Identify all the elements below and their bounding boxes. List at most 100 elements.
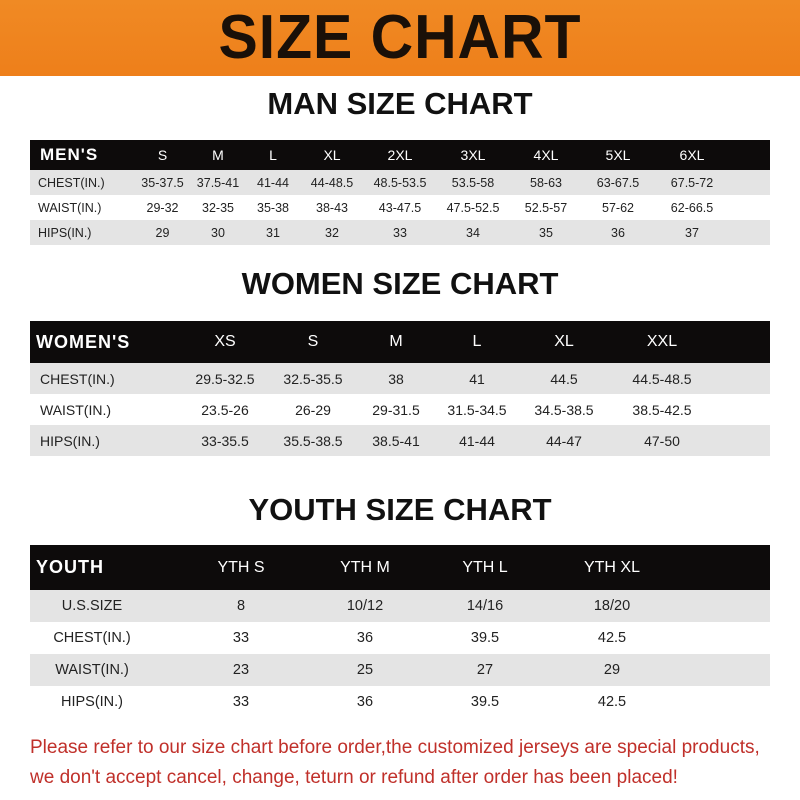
size-header-cell: XXL bbox=[646, 333, 678, 350]
table-cell: 32 bbox=[325, 225, 339, 240]
table-cell: 39.5 bbox=[470, 694, 500, 710]
size-header-cell: L bbox=[472, 333, 482, 350]
size-header-cell: M bbox=[212, 147, 224, 163]
table-row: U.S.SIZE 8 10/12 14/16 18/20 bbox=[30, 590, 770, 622]
table-cell: 30 bbox=[211, 225, 225, 240]
table-row: HIPS(IN.) 33-35.5 35.5-38.5 38.5-41 41-44 44-… bbox=[30, 425, 770, 456]
size-header-cell: XL bbox=[323, 147, 341, 163]
size-header-cell: M bbox=[389, 333, 403, 350]
table-row: HIPS(IN.) 33 36 39.5 42.5 bbox=[30, 686, 770, 718]
table-cell: 35.5-38.5 bbox=[283, 432, 343, 449]
table-cell: 57-62 bbox=[602, 200, 634, 215]
table-cell: 41-44 bbox=[459, 432, 495, 449]
table-cell: 25 bbox=[356, 662, 374, 678]
table-cell: 31 bbox=[266, 225, 280, 240]
table-cell: 29 bbox=[155, 225, 170, 240]
table-cell: 10/12 bbox=[346, 598, 384, 614]
table-cell: 38.5-42.5 bbox=[632, 401, 692, 418]
table-cell: 8 bbox=[236, 598, 246, 614]
table-header-row: WOMEN'S XS S M L XL XXL bbox=[30, 321, 770, 363]
size-header-cell: YTH M bbox=[340, 558, 390, 576]
table-cell: 33 bbox=[393, 225, 407, 240]
table-cell: 48.5-53.5 bbox=[373, 175, 427, 190]
table-cell: 33 bbox=[232, 694, 250, 710]
size-header-cell: L bbox=[269, 147, 277, 163]
table-header-row: MEN'S S M L XL 2XL 3XL 4XL 5XL 6XL bbox=[30, 140, 770, 170]
row-label: CHEST(IN.) bbox=[38, 175, 105, 190]
size-header-cell: 2XL bbox=[387, 147, 413, 163]
table-cell: 23 bbox=[232, 662, 250, 678]
table-cell: 53.5-58 bbox=[451, 175, 495, 190]
table-cell: 52.5-57 bbox=[524, 200, 568, 215]
size-header-cell: YTH L bbox=[462, 558, 508, 576]
table-cell: 32.5-35.5 bbox=[283, 370, 343, 387]
women-section-title: WOMEN SIZE CHART bbox=[241, 266, 559, 301]
table-cell: 43-47.5 bbox=[378, 200, 422, 215]
table-cell: 35-37.5 bbox=[141, 175, 184, 190]
table-cell: 36 bbox=[356, 630, 374, 646]
size-header-cell: S bbox=[307, 333, 319, 350]
row-label: HIPS(IN.) bbox=[60, 694, 124, 710]
table-cell: 67.5-72 bbox=[670, 175, 714, 190]
row-label: CHEST(IN.) bbox=[40, 370, 115, 387]
table-cell: 23.5-26 bbox=[201, 401, 249, 418]
table-cell: 14/16 bbox=[466, 598, 504, 614]
size-header-cell: YTH S bbox=[217, 558, 265, 576]
row-label: U.S.SIZE bbox=[61, 598, 123, 614]
size-header-cell: XS bbox=[214, 333, 236, 350]
main-title: SIZE CHART bbox=[218, 3, 582, 72]
row-label: HIPS(IN.) bbox=[40, 432, 100, 449]
notice-line-2: we don't accept cancel, change, teturn o… bbox=[30, 767, 678, 788]
row-label: CHEST(IN.) bbox=[53, 630, 131, 646]
table-cell: 29-31.5 bbox=[372, 401, 420, 418]
youth-section-title: YOUTH SIZE CHART bbox=[248, 492, 552, 527]
table-row: CHEST(IN.) 33 36 39.5 42.5 bbox=[30, 622, 770, 654]
men-size-table: MEN'S S M L XL 2XL 3XL 4XL 5XL 6XL CHEST(IN.) 35-37… bbox=[30, 140, 770, 245]
row-label: WAIST(IN.) bbox=[40, 401, 112, 418]
table-cell: 39.5 bbox=[470, 630, 500, 646]
table-cell: 29.5-32.5 bbox=[195, 370, 255, 387]
table-cell: 62-66.5 bbox=[670, 200, 714, 215]
table-cell: 44.5 bbox=[550, 370, 578, 387]
size-header-cell: 6XL bbox=[679, 147, 705, 163]
order-notice: Please refer to our size chart before or… bbox=[30, 733, 780, 793]
table-header-row: YOUTH YTH S YTH M YTH L YTH XL bbox=[30, 545, 770, 590]
row-label: WAIST(IN.) bbox=[55, 662, 129, 678]
size-header-cell: S bbox=[157, 147, 168, 163]
youth-size-table: YOUTH YTH S YTH M YTH L YTH XL U.S.SIZE 8 10/12… bbox=[30, 545, 770, 718]
table-cell: 33-35.5 bbox=[201, 432, 249, 449]
table-cell: 36 bbox=[356, 694, 374, 710]
table-cell: 31.5-34.5 bbox=[447, 401, 507, 418]
table-row: CHEST(IN.) 29.5-32.5 32.5-35.5 38 41 44.5 44.5… bbox=[30, 363, 770, 394]
table-cell: 44-47 bbox=[546, 432, 582, 449]
table-cell: 18/20 bbox=[593, 598, 631, 614]
table-cell: 35 bbox=[539, 225, 553, 240]
table-row: HIPS(IN.) 29 30 31 32 33 34 35 36 37 bbox=[30, 220, 770, 245]
notice-line-1: Please refer to our size chart before or… bbox=[30, 737, 760, 758]
table-cell: 58-63 bbox=[530, 175, 562, 190]
row-label: WAIST(IN.) bbox=[38, 200, 102, 215]
table-cell: 44.5-48.5 bbox=[632, 370, 692, 387]
row-label: HIPS(IN.) bbox=[38, 225, 92, 240]
size-header-cell: XL bbox=[554, 333, 574, 350]
table-cell: 27 bbox=[476, 662, 494, 678]
table-cell: 38.5-41 bbox=[372, 432, 420, 449]
table-cell: 37 bbox=[685, 225, 699, 240]
size-header-cell: YTH XL bbox=[583, 558, 640, 576]
table-header-label: YOUTH bbox=[36, 557, 104, 577]
table-header-label: MEN'S bbox=[40, 145, 99, 164]
size-header-cell: 4XL bbox=[533, 147, 559, 163]
table-cell: 44-48.5 bbox=[310, 175, 354, 190]
table-cell: 34 bbox=[466, 225, 480, 240]
table-cell: 34.5-38.5 bbox=[534, 401, 594, 418]
table-cell: 41 bbox=[469, 370, 485, 387]
table-cell: 47-50 bbox=[644, 432, 680, 449]
table-cell: 33 bbox=[232, 630, 250, 646]
table-cell: 41-44 bbox=[257, 175, 289, 190]
size-header-cell: 3XL bbox=[460, 147, 486, 163]
table-cell: 36 bbox=[611, 225, 625, 240]
table-header-label: WOMEN'S bbox=[36, 331, 131, 352]
title-banner: SIZE CHART bbox=[0, 0, 800, 76]
women-size-table: WOMEN'S XS S M L XL XXL CHEST(IN.) 29.5-32.5 32.5… bbox=[30, 321, 770, 456]
men-section-title: MAN SIZE CHART bbox=[267, 86, 533, 121]
